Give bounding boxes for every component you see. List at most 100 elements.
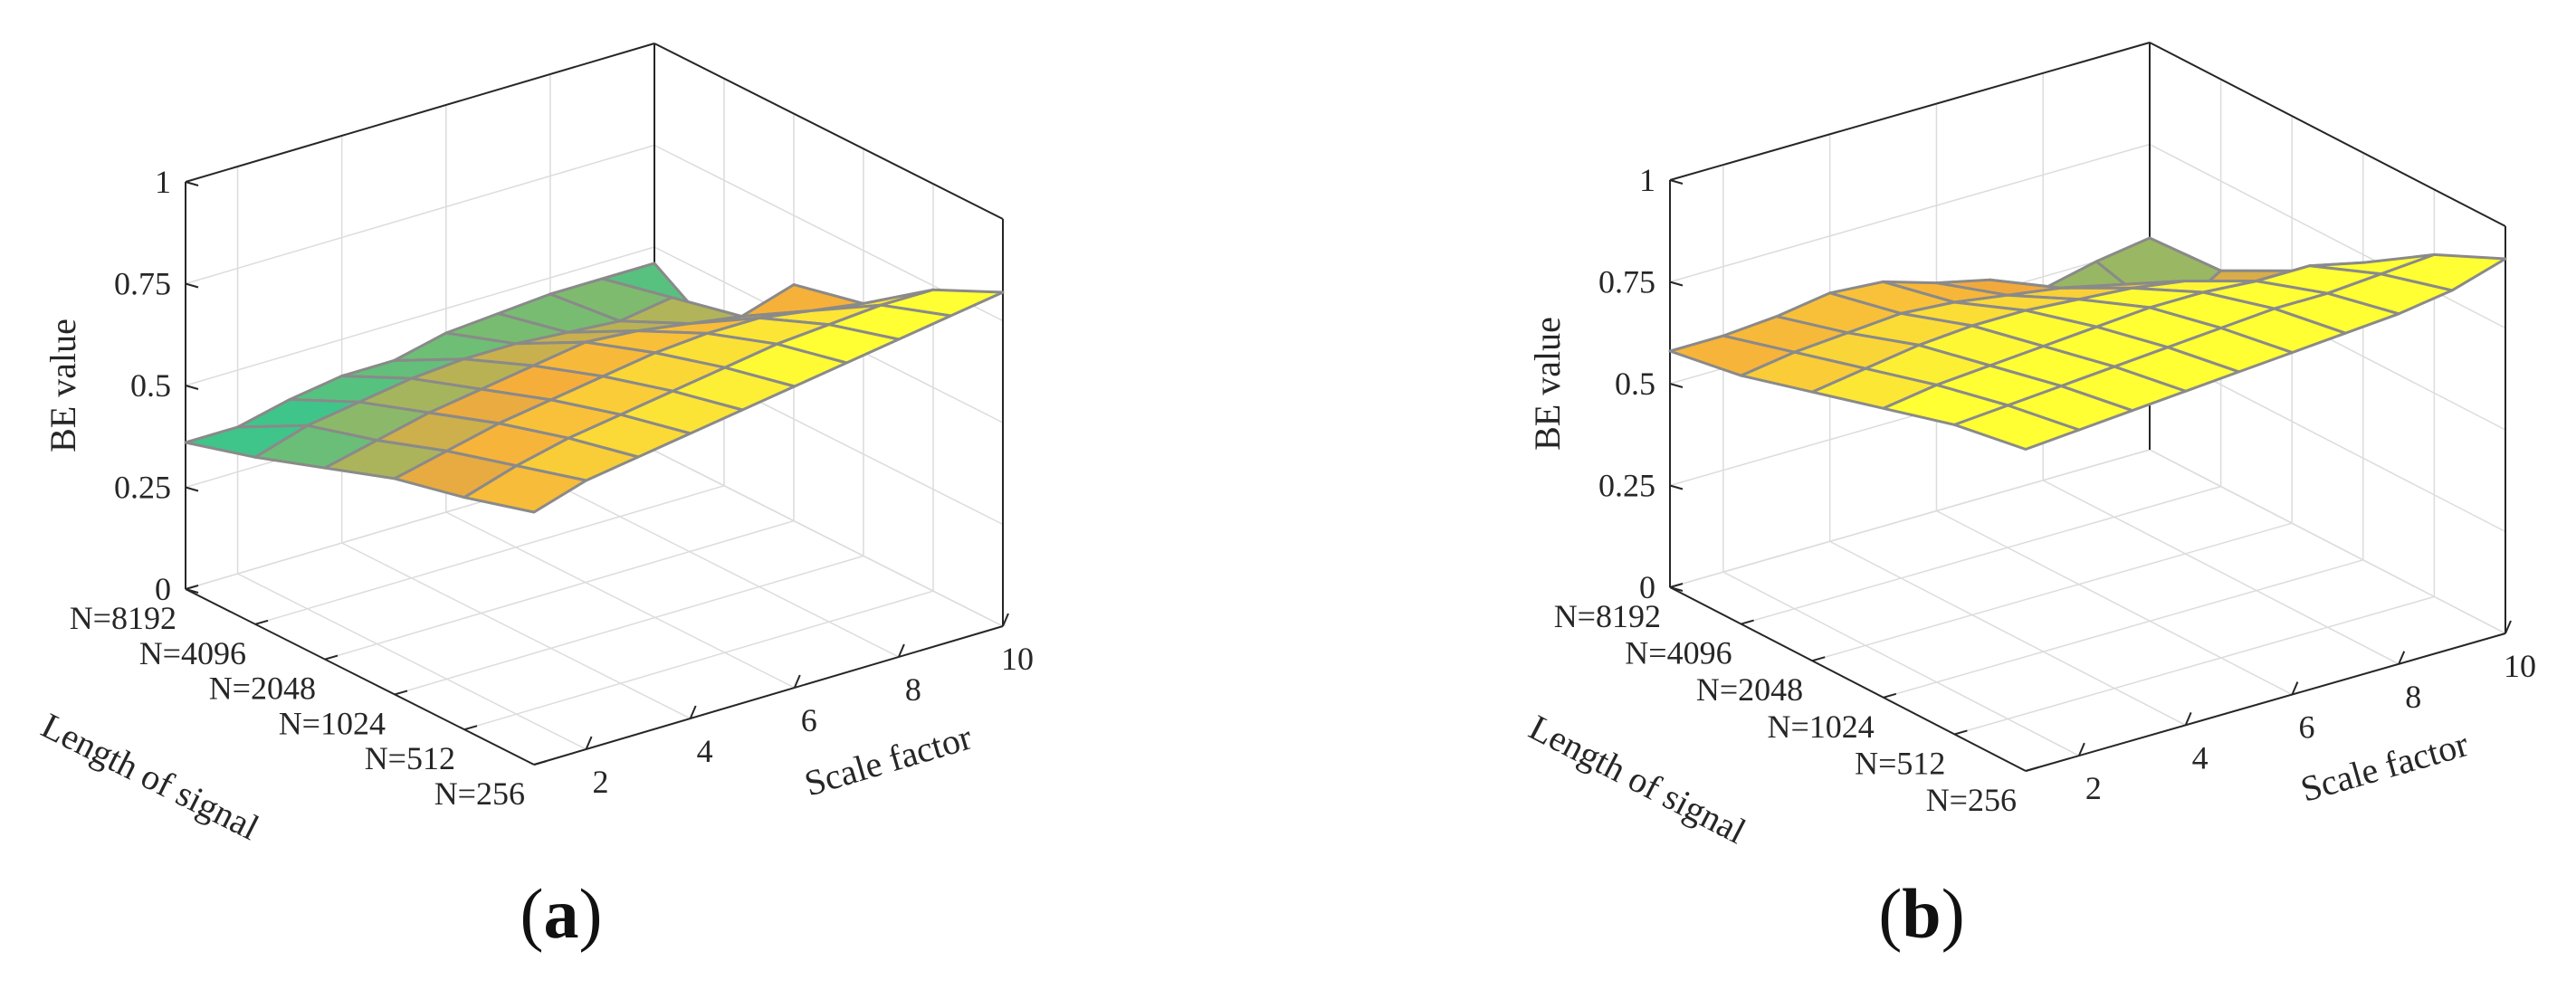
side-grid-z-0 (2149, 449, 2506, 634)
z-tick-1 (1669, 484, 1684, 490)
floor-grid-x-4 (1829, 540, 2187, 726)
surface-b (1668, 236, 2507, 451)
x-tick-label-8: 8 (2405, 679, 2421, 715)
y-tick-1 (463, 725, 478, 731)
y-tick-label-3: N=2048 (209, 671, 316, 707)
y-tick-2 (1883, 692, 1897, 699)
axis-edge-3 (1669, 42, 2151, 181)
y-tick-5 (1669, 583, 1684, 588)
y-tick-label-2: N=1024 (279, 705, 386, 741)
surface-patch-0-0 (1952, 404, 2081, 451)
x-tick-label-2: 2 (2085, 770, 2102, 806)
floor-grid-y-4 (1741, 485, 2221, 625)
x-axis-label: Scale factor (2296, 723, 2473, 810)
y-tick-label-0: N=256 (434, 775, 525, 812)
y-axis-label: Length of signal (1522, 707, 1752, 852)
caption-b: (b) (1878, 874, 1965, 953)
y-tick-5 (185, 585, 199, 590)
x-tick-8 (2398, 651, 2406, 665)
x-tick-2 (585, 736, 593, 750)
z-tick-2 (1669, 383, 1684, 388)
y-tick-label-0: N=256 (1926, 782, 2017, 818)
y-tick-3 (1811, 656, 1826, 662)
axis-edge-5 (185, 588, 535, 766)
x-tick-6 (2291, 681, 2299, 695)
y-tick-label-4: N=4096 (1625, 635, 1732, 671)
caption-b-letter: b (1902, 874, 1942, 953)
floor-grid-y-1 (1954, 595, 2435, 736)
back-grid-z-0 (1669, 449, 2151, 588)
y-tick-label-1: N=512 (365, 740, 455, 776)
z-tick-4 (1669, 179, 1684, 185)
floor-grid-y-3 (324, 519, 795, 661)
x-tick-label-4: 4 (2192, 739, 2209, 775)
x-tick-label-10: 10 (1001, 641, 1034, 677)
y-tick-label-5: N=8192 (70, 600, 177, 636)
z-tick-0 (1669, 586, 1684, 592)
y-tick-label-1: N=512 (1855, 745, 1945, 781)
x-tick-10 (2504, 620, 2512, 634)
x-tick-label-4: 4 (697, 733, 713, 769)
x-tick-label-6: 6 (2298, 709, 2314, 746)
x-tick-6 (793, 674, 801, 689)
back-grid-z-3 (185, 144, 655, 285)
y-tick-4 (1741, 619, 1754, 625)
surface-chart-b: 0 0.25 0.5 0.75 1 BE value 2 4 6 8 10 Scale factor N… (1522, 42, 2536, 852)
z-tick-label-4: 1 (155, 164, 171, 200)
caption-a: (a) (520, 874, 603, 953)
floor-grid-x-2 (237, 573, 587, 750)
x-tick-2 (2077, 742, 2085, 756)
x-tick-4 (689, 705, 697, 719)
back-grid-z-3 (1669, 143, 2151, 283)
x-tick-label-6: 6 (801, 702, 817, 738)
z-tick-3 (1669, 281, 1684, 287)
z-tick-label-3: 0.75 (1598, 264, 1655, 300)
z-tick-4 (185, 181, 199, 186)
back-grid-z-2 (185, 246, 655, 386)
floor-grid-y-4 (254, 485, 725, 625)
y-tick-3 (324, 654, 339, 661)
floor-grid-y-2 (394, 555, 864, 696)
z-tick-label-0: 0 (1639, 569, 1655, 605)
y-tick-0 (2025, 766, 2039, 772)
floor-grid-y-2 (1883, 559, 2364, 699)
side-grid-z-0 (654, 450, 1004, 627)
surface-a (184, 262, 1005, 514)
z-tick-label-0: 0 (155, 571, 171, 607)
x-tick-10 (1002, 613, 1009, 627)
floor-grid-x-8 (2042, 480, 2399, 665)
surface-chart-a: 0 0.25 0.5 0.75 1 BE value 2 4 6 8 10 Scale factor N… (35, 43, 1034, 848)
z-tick-3 (185, 282, 199, 289)
chart-panel-a: 0 0.25 0.5 0.75 1 BE value 2 4 6 8 10 Scale factor N… (35, 43, 1034, 953)
surface-patch-0-0 (463, 464, 588, 514)
floor-grid-x-6 (1936, 509, 2293, 696)
floor-grid-x-8 (549, 480, 900, 658)
z-tick-label-2: 0.5 (130, 367, 171, 404)
z-tick-label-1: 0.25 (1598, 468, 1655, 504)
chart-panel-b: 0 0.25 0.5 0.75 1 BE value 2 4 6 8 10 Scale factor N… (1288, 0, 2576, 999)
side-grid-z-3 (2149, 143, 2506, 329)
z-tick-label-2: 0.5 (1615, 366, 1655, 402)
z-tick-label-4: 1 (1639, 162, 1655, 198)
y-tick-label-3: N=2048 (1696, 671, 1803, 708)
x-tick-label-2: 2 (593, 764, 609, 800)
y-tick-label-2: N=1024 (1767, 709, 1874, 745)
floor-grid-x-6 (445, 511, 796, 689)
z-tick-1 (185, 486, 199, 492)
y-tick-label-5: N=8192 (1554, 598, 1661, 634)
floor-grid-x-4 (341, 542, 692, 719)
axis-edge-6 (2025, 633, 2506, 772)
floor-grid-x-2 (1722, 571, 2080, 756)
axis-edge-3 (185, 43, 655, 183)
z-tick-label-3: 0.75 (114, 266, 171, 302)
z-axis-label: BE value (43, 319, 83, 452)
y-tick-2 (394, 690, 408, 696)
axis-edge-4 (2149, 42, 2506, 227)
z-axis-label: BE value (1527, 317, 1568, 451)
floor-grid-y-1 (463, 590, 934, 730)
axis-edge-6 (533, 625, 1004, 766)
axis-edge-5 (1669, 586, 2027, 772)
x-tick-label-8: 8 (905, 671, 921, 708)
y-tick-label-4: N=4096 (139, 635, 246, 671)
z-tick-0 (185, 588, 199, 594)
